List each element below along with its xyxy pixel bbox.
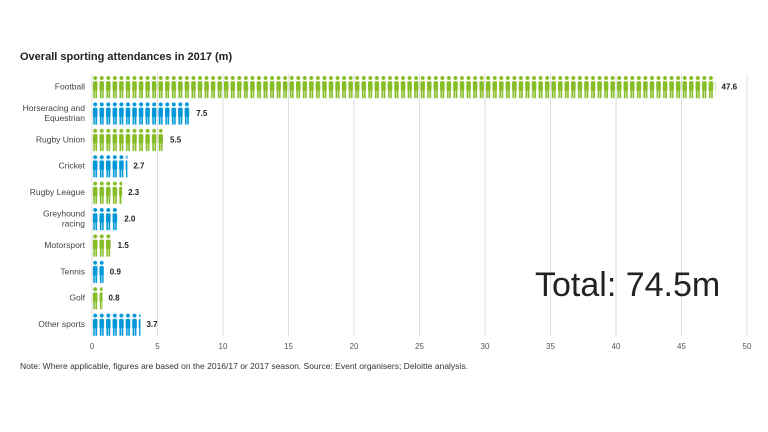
bar <box>92 286 103 311</box>
x-tick-label: 25 <box>415 342 424 351</box>
x-tick-label: 5 <box>155 342 160 351</box>
category-label: Motorsport <box>44 240 85 250</box>
category-label: Horseracing and Equestrian <box>23 103 86 123</box>
category-label: Rugby League <box>30 187 86 197</box>
bar-pictogram <box>92 233 112 258</box>
value-label: 2.3 <box>128 188 140 197</box>
bar-pictogram <box>92 259 104 284</box>
bar <box>92 312 141 337</box>
value-label: 1.5 <box>118 241 130 250</box>
category-label-line: Greyhound <box>43 209 85 219</box>
category-label-line: Golf <box>69 293 85 303</box>
x-tick-label: 10 <box>219 342 228 351</box>
value-label: 5.5 <box>170 135 182 144</box>
category-label-line: Rugby League <box>30 187 86 197</box>
value-label: 7.5 <box>196 109 208 118</box>
category-label-line: Other sports <box>38 319 85 329</box>
bar <box>92 127 165 152</box>
value-label: 2.0 <box>124 215 136 224</box>
total-annotation: Total: 74.5m <box>535 266 721 304</box>
x-axis-ticks: 0 5 10 15 20 25 30 35 40 45 50 <box>90 342 752 351</box>
bar-pictogram <box>92 127 165 152</box>
category-label: Other sports <box>38 319 85 329</box>
bar <box>92 101 191 126</box>
value-label: 0.8 <box>108 294 120 303</box>
value-label: 3.7 <box>146 320 158 329</box>
bar-pictogram <box>92 154 128 179</box>
bar-pictogram <box>92 180 123 205</box>
category-label-line: racing <box>62 219 85 229</box>
category-labels: Football Horseracing and Equestrian Rugby U… <box>23 82 86 330</box>
bar <box>92 154 128 179</box>
value-label: 47.6 <box>722 83 738 92</box>
x-tick-label: 40 <box>612 342 621 351</box>
category-label: Cricket <box>59 161 86 171</box>
value-label: 0.9 <box>110 267 122 276</box>
bar-pictogram <box>92 207 119 231</box>
bar <box>92 75 716 99</box>
chart-title: Overall sporting attendances in 2017 (m) <box>20 51 233 63</box>
category-label: Greyhound racing <box>43 209 85 229</box>
x-tick-label: 20 <box>350 342 359 351</box>
category-label: Golf <box>69 293 85 303</box>
bar <box>92 207 119 231</box>
x-tick-label: 30 <box>481 342 490 351</box>
category-label-line: Tennis <box>60 266 85 276</box>
category-label-line: Horseracing and <box>23 103 86 113</box>
bar-pictogram <box>92 286 103 311</box>
value-labels: 47.6 7.5 5.5 2.7 2.3 2.0 1.5 0.9 0.8 3.7 <box>108 83 737 330</box>
bar-pictogram <box>92 75 716 99</box>
value-label: 2.7 <box>133 162 145 171</box>
category-label-line: Rugby Union <box>36 134 85 144</box>
x-tick-label: 15 <box>284 342 293 351</box>
x-tick-label: 50 <box>743 342 752 351</box>
bar <box>92 259 104 284</box>
category-label-line: Football <box>55 82 85 92</box>
bar <box>92 233 112 258</box>
category-label: Tennis <box>60 266 85 276</box>
bar-pictogram <box>92 312 141 337</box>
bars <box>92 75 716 337</box>
x-tick-label: 0 <box>90 342 95 351</box>
category-label-line: Equestrian <box>44 113 85 123</box>
x-tick-label: 45 <box>677 342 686 351</box>
footnote: Note: Where applicable, figures are base… <box>20 361 468 371</box>
category-label: Football <box>55 82 85 92</box>
category-label: Rugby Union <box>36 134 85 144</box>
bar-pictogram <box>92 101 191 126</box>
gridlines <box>91 74 748 336</box>
category-label-line: Motorsport <box>44 240 85 250</box>
x-tick-label: 35 <box>546 342 555 351</box>
category-label-line: Cricket <box>59 161 86 171</box>
bar <box>92 180 123 205</box>
